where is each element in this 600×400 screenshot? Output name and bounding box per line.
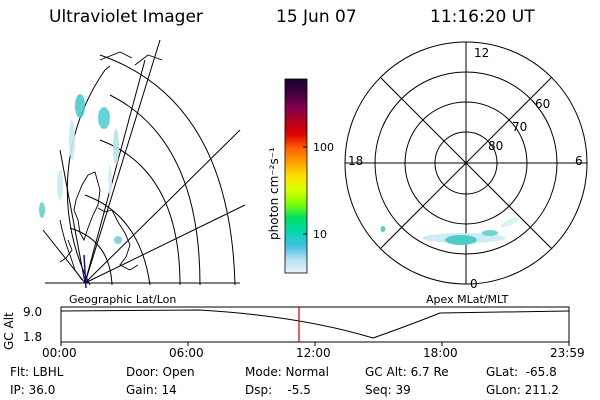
- status-ip: IP: 36.0: [10, 383, 56, 397]
- colorbar-unit-label: photon cm⁻²s⁻¹: [267, 147, 281, 240]
- time-tick-18: 18:00: [423, 346, 458, 360]
- altitude-max-label: 9.0: [23, 305, 43, 319]
- status-glon: GLon: 211.2: [486, 383, 559, 397]
- status-glat: GLat: -65.8: [486, 365, 557, 379]
- time-tick-06: 06:00: [169, 346, 204, 360]
- status-gain: Gain: 14: [126, 383, 177, 397]
- status-door: Door: Open: [126, 365, 195, 379]
- mlt-label-18: 18: [348, 154, 364, 168]
- coastlines: [59, 51, 163, 281]
- polar-auroral-emission: [380, 216, 520, 245]
- status-dsp: Dsp: -5.5: [245, 383, 311, 397]
- colorbar: [284, 78, 308, 274]
- status-filter: Flt: LBHL: [10, 365, 64, 379]
- time-tick-12: 12:00: [296, 346, 331, 360]
- spacecraft-nadir-line: [83, 254, 87, 289]
- status-gc-alt: GC Alt: 6.7 Re: [365, 365, 449, 379]
- longitude-lines: [42, 40, 246, 284]
- mlt-label-12: 12: [474, 46, 490, 60]
- status-seq: Seq: 39: [365, 383, 411, 397]
- time-tick-2359: 23:59: [550, 346, 585, 360]
- geo-map-caption: Geographic Lat/Lon: [69, 293, 177, 306]
- geo-auroral-emission: [39, 94, 122, 244]
- polar-plot-caption: Apex MLat/MLT: [426, 293, 509, 306]
- colorbar-label-100: 100: [313, 141, 334, 154]
- mlat-label-60: 60: [535, 97, 551, 111]
- polar-plot: [344, 41, 588, 285]
- altitude-curve: [60, 309, 570, 339]
- colorbar-fill: [285, 79, 307, 273]
- geographic-map: [42, 40, 246, 289]
- time-tick-00: 00:00: [42, 346, 77, 360]
- altitude-min-label: 1.8: [23, 330, 43, 344]
- altitude-axis-label: GC Alt: [2, 312, 16, 350]
- colorbar-label-10: 10: [313, 228, 327, 241]
- date-label: 15 Jun 07: [276, 7, 357, 27]
- mlt-label-6: 6: [575, 154, 583, 168]
- mlat-label-70: 70: [512, 120, 528, 134]
- mlt-line-diag-2: [379, 76, 553, 250]
- mlat-label-80: 80: [488, 139, 504, 153]
- status-mode: Mode: Normal: [245, 365, 329, 379]
- mlt-label-0: 0: [470, 277, 478, 291]
- altitude-strip: [60, 306, 570, 346]
- instrument-title: Ultraviolet Imager: [49, 7, 203, 27]
- time-label: 11:16:20 UT: [430, 7, 535, 27]
